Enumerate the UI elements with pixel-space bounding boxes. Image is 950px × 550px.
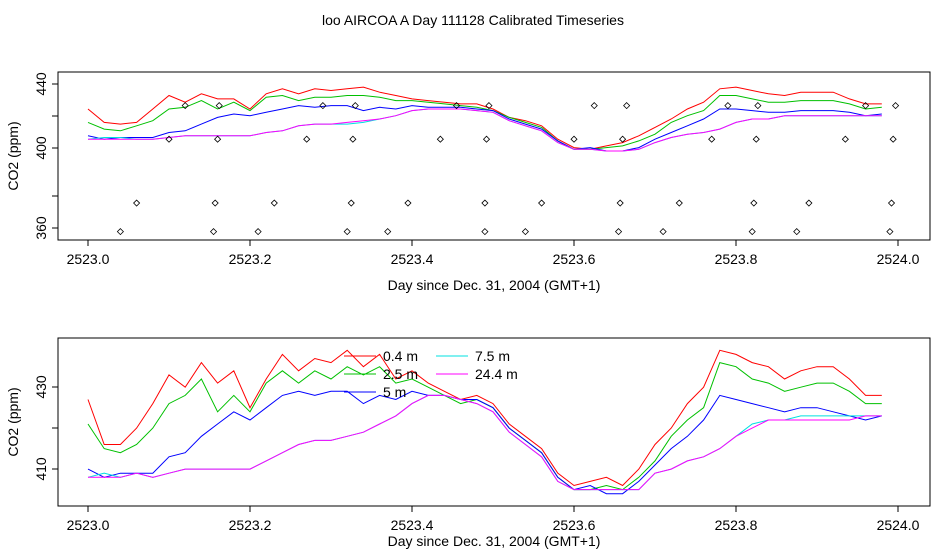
data-point [570, 135, 578, 143]
bottom-x-axis: 2523.0 2523.2 2523.4 2523.6 2523.8 2524.0 [67, 506, 920, 533]
data-point [619, 135, 627, 143]
data-point [116, 228, 124, 236]
series-line-4 [88, 108, 882, 152]
data-point [436, 135, 444, 143]
data-point [209, 228, 218, 236]
data-point [384, 228, 392, 236]
data-point [481, 228, 489, 236]
legend-label: 2.5 m [383, 366, 418, 382]
data-point [481, 199, 489, 207]
x-tick-label: 2524.0 [877, 251, 920, 267]
bottom-y-axis-label: CO2 (ppm) [5, 387, 21, 456]
data-point [708, 135, 716, 143]
figure-title: loo AIRCOA A Day 111128 Calibrated Times… [322, 12, 624, 28]
legend-label: 24.4 m [475, 366, 518, 382]
y-tick-label: 430 [33, 375, 49, 399]
data-point [485, 102, 493, 110]
data-point [347, 199, 355, 207]
series-line-0 [87, 349, 882, 487]
data-point [211, 199, 219, 207]
data-point [805, 199, 813, 207]
data-point [752, 135, 760, 143]
data-point [214, 135, 222, 143]
data-point [165, 135, 173, 143]
y-tick-label: 360 [33, 216, 49, 240]
data-point [892, 102, 900, 110]
top-series [87, 86, 882, 152]
data-point [254, 228, 262, 236]
top-points [116, 102, 900, 236]
x-tick-label: 2523.8 [715, 517, 758, 533]
bottom-y-axis: 410 430 [33, 375, 58, 481]
series-line-4 [88, 394, 882, 491]
data-point [862, 102, 870, 110]
x-tick-label: 2524.0 [877, 517, 920, 533]
bottom-plot-frame [57, 337, 931, 507]
data-point [215, 102, 223, 110]
data-point [754, 102, 762, 110]
legend-label: 0.4 m [383, 348, 418, 364]
data-point [887, 199, 896, 207]
x-tick-label: 2523.8 [715, 251, 758, 267]
top-plot-frame [57, 71, 931, 241]
data-point [750, 199, 758, 207]
data-point [675, 199, 683, 207]
data-point [452, 102, 461, 110]
x-tick-label: 2523.4 [391, 517, 434, 533]
x-tick-label: 2523.6 [553, 517, 596, 533]
series-line-3 [87, 108, 882, 152]
data-point [133, 199, 141, 207]
top-panel: 2523.0 2523.2 2523.4 2523.6 2523.8 2524.0 360… [5, 71, 931, 293]
series-line-2 [87, 105, 882, 152]
top-x-axis-label: Day since Dec. 31, 2004 (GMT+1) [388, 277, 601, 293]
x-tick-label: 2523.0 [67, 517, 110, 533]
data-point [616, 199, 624, 207]
x-tick-label: 2523.2 [229, 251, 272, 267]
data-point [538, 199, 546, 207]
y-tick-label: 410 [33, 457, 49, 481]
x-tick-label: 2523.2 [229, 517, 272, 533]
data-point [590, 102, 598, 110]
series-line-2 [87, 390, 882, 495]
data-point [303, 135, 311, 143]
data-point [349, 135, 357, 143]
x-tick-label: 2523.6 [553, 251, 596, 267]
y-tick-label: 400 [33, 136, 49, 160]
legend-label: 7.5 m [475, 348, 510, 364]
series-line-3 [87, 394, 882, 491]
data-point [482, 135, 491, 143]
data-point [270, 199, 278, 207]
data-point [404, 199, 412, 207]
series-line-1 [87, 94, 882, 150]
data-point [724, 102, 732, 110]
bottom-series [87, 349, 882, 495]
data-point [614, 228, 623, 236]
x-tick-label: 2523.0 [67, 251, 110, 267]
x-tick-label: 2523.4 [391, 251, 434, 267]
y-tick-label: 440 [33, 72, 49, 96]
legend: 0.4 m 2.5 m 5 m 7.5 m 24.4 m [344, 348, 518, 400]
data-point [623, 102, 631, 110]
data-point [521, 228, 529, 236]
data-point [889, 135, 897, 143]
data-point [659, 228, 667, 236]
data-point [319, 102, 327, 110]
data-point [181, 102, 189, 110]
bottom-panel: 2523.0 2523.2 2523.4 2523.6 2523.8 2524.0 410… [5, 337, 931, 549]
data-point [343, 228, 351, 236]
series-line-0 [87, 86, 882, 150]
legend-label: 5 m [383, 384, 406, 400]
data-point [748, 228, 756, 236]
data-point [351, 102, 359, 110]
data-point [793, 228, 801, 236]
data-point [886, 228, 894, 236]
top-x-axis: 2523.0 2523.2 2523.4 2523.6 2523.8 2524.0 [67, 240, 920, 267]
top-y-axis-label: CO2 (ppm) [5, 121, 21, 190]
data-point [841, 135, 849, 143]
top-y-axis: 360 400 440 [33, 72, 58, 240]
bottom-x-axis-label: Day since Dec. 31, 2004 (GMT+1) [388, 533, 601, 549]
